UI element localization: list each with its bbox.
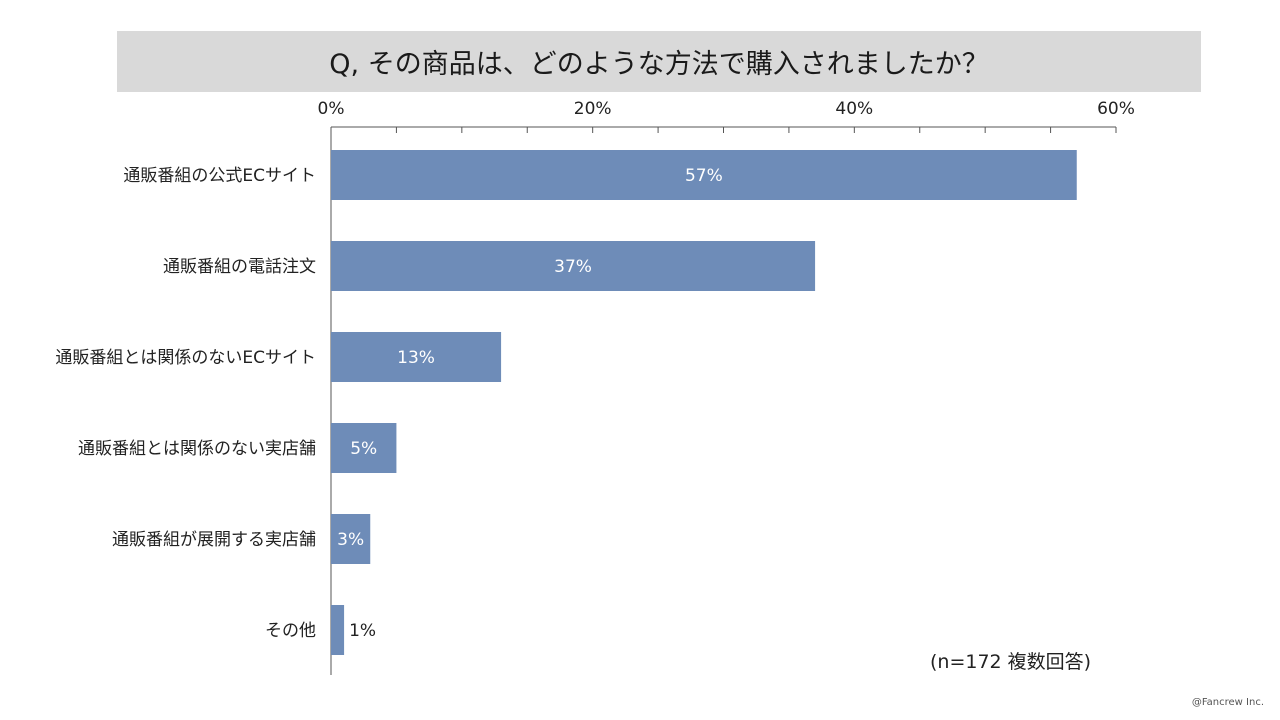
category-label: その他 (265, 621, 316, 641)
sample-note: (n=172 複数回答) (930, 651, 1092, 673)
bar (331, 605, 345, 655)
data-label: 37% (554, 257, 592, 277)
x-tick-label: 20% (574, 99, 612, 119)
category-label: 通販番組の電話注文 (163, 257, 316, 277)
data-label: 13% (397, 348, 435, 368)
x-tick-label: 0% (318, 99, 345, 119)
data-label: 1% (349, 621, 376, 641)
bar (331, 150, 1077, 200)
chart-title: Q, その商品は、どのような方法で購入されましたか？ (329, 49, 989, 80)
bar (331, 332, 502, 382)
x-tick-label: 60% (1097, 99, 1135, 119)
category-label: 通販番組とは関係のないECサイト (55, 348, 316, 368)
category-label: 通販番組とは関係のない実店舗 (78, 439, 316, 459)
category-label: 通販番組の公式ECサイト (123, 166, 316, 186)
chart-title-box: Q, その商品は、どのような方法で購入されましたか？ (117, 31, 1201, 92)
bar (331, 423, 397, 473)
data-label: 57% (685, 166, 723, 186)
bar (331, 514, 371, 564)
category-label: 通販番組が展開する実店舗 (112, 530, 316, 550)
bar (331, 241, 816, 291)
data-label: 3% (337, 530, 364, 550)
data-label: 5% (350, 439, 377, 459)
x-tick-label: 40% (835, 99, 873, 119)
copyright-text: @Fancrew Inc. (1191, 697, 1264, 708)
